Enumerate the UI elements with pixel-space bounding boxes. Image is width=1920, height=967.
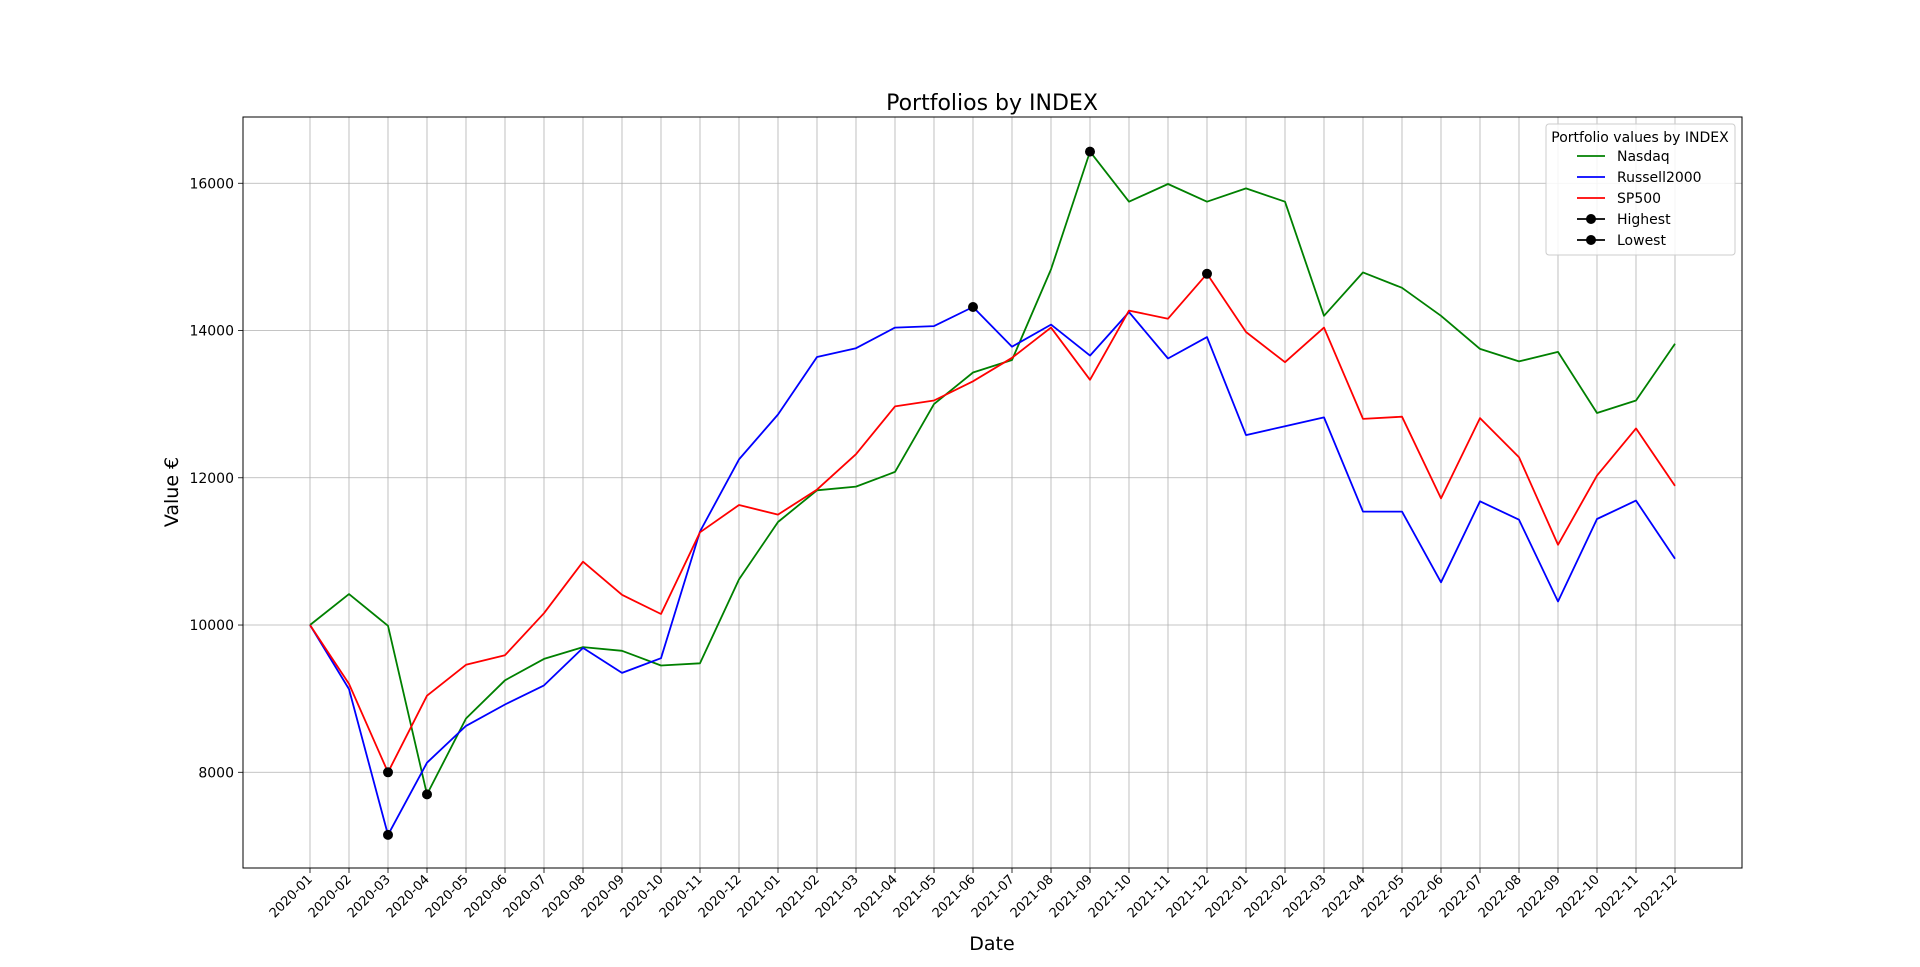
x-axis-label: Date: [969, 933, 1014, 955]
highest-marker: [1085, 146, 1095, 157]
chart-title: Portfolios by INDEX: [886, 91, 1098, 116]
lowest-marker: [422, 789, 432, 800]
series-line-sp500: [309, 272, 1676, 774]
series-line-nasdaq: [309, 150, 1676, 796]
grid-lines: [243, 117, 1742, 868]
legend-marker-lowest: [1586, 235, 1596, 245]
plot-area-frame: [242, 116, 1743, 869]
legend-label-russell2000: Russell2000: [1617, 170, 1702, 186]
lowest-marker: [383, 829, 393, 840]
y-tick-label: 10000: [189, 618, 234, 634]
y-axis-ticks: 8000 10000 12000 14000 16000: [189, 176, 243, 781]
y-axis-label: Value €: [161, 457, 183, 527]
highest-marker: [1202, 268, 1212, 279]
y-tick-label: 8000: [198, 765, 234, 781]
highest-marker: [968, 302, 978, 312]
legend-label-nasdaq: Nasdaq: [1617, 149, 1670, 165]
legend: Portfolio values by INDEX Nasdaq Russell2…: [1545, 123, 1736, 256]
legend-title: Portfolio values by INDEX: [1551, 130, 1729, 146]
y-tick-label: 12000: [189, 471, 234, 487]
legend-label-sp500: SP500: [1617, 191, 1661, 207]
y-tick-label: 16000: [189, 176, 234, 192]
series-line-russell2000: [309, 306, 1676, 836]
legend-label-highest: Highest: [1617, 212, 1671, 228]
legend-label-lowest: Lowest: [1617, 233, 1666, 249]
legend-entries: Nasdaq Russell2000 SP500 Highest Lowest: [1577, 149, 1702, 249]
y-tick-label: 14000: [189, 324, 234, 340]
series-lines: [309, 150, 1676, 836]
lowest-marker: [383, 767, 393, 778]
extreme-markers: [383, 146, 1212, 840]
legend-marker-highest: [1586, 214, 1596, 224]
